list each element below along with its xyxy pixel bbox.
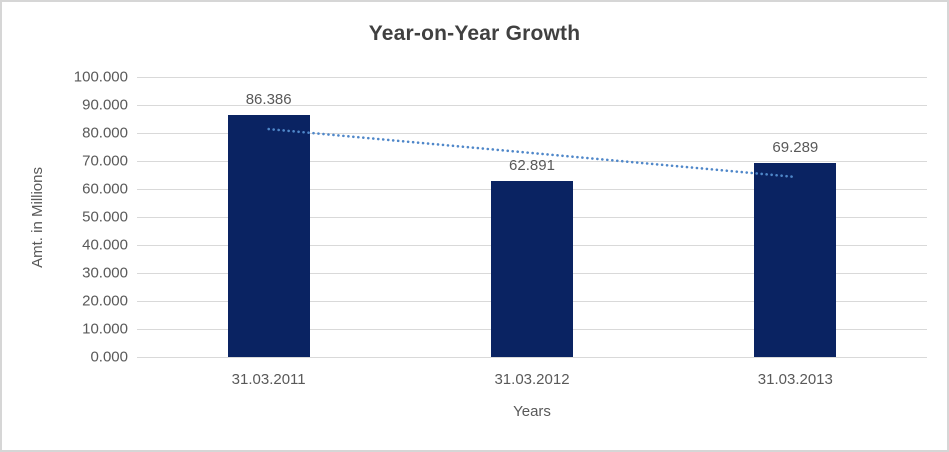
- x-axis-title: Years: [513, 403, 551, 420]
- y-tick-label: 30.000: [82, 264, 128, 282]
- y-tick-label: 0.000: [90, 348, 128, 366]
- bar-value-label: 86.386: [245, 91, 292, 109]
- x-tick-label: 31.03.2012: [494, 371, 570, 388]
- y-tick-label: 20.000: [82, 292, 128, 310]
- bar-value-label: 69.289: [772, 139, 819, 156]
- x-tick-label: 31.03.2013: [757, 371, 833, 388]
- bar-2: [491, 180, 573, 357]
- chart-title: Year-on-Year Growth: [368, 22, 581, 45]
- gridline: [137, 105, 927, 106]
- bar-1: [227, 115, 310, 357]
- y-axis-tick-labels: 100.000 90.000 80.000 70.000 60.000 50.000 40.…: [2, 69, 128, 366]
- plot-area: 86.386 31.03.2011 62.891 31.03.2012 69.289 31…: [137, 77, 927, 388]
- y-tick-label: 70.000: [82, 152, 128, 170]
- y-tick-label: 40.000: [82, 236, 128, 254]
- y-tick-label: 90.000: [82, 96, 128, 114]
- y-tick-label: 50.000: [82, 208, 128, 226]
- y-tick-label: 100.000: [73, 68, 128, 86]
- bar-value-label: 62.891: [509, 156, 555, 174]
- x-tick-label: 31.03.2011: [231, 371, 306, 388]
- y-tick-label: 80.000: [82, 124, 128, 142]
- y-tick-label: 60.000: [82, 180, 128, 198]
- y-tick-label: 10.000: [82, 320, 128, 338]
- gridline: [137, 357, 927, 358]
- gridline: [137, 77, 927, 78]
- bar-3: [754, 163, 837, 357]
